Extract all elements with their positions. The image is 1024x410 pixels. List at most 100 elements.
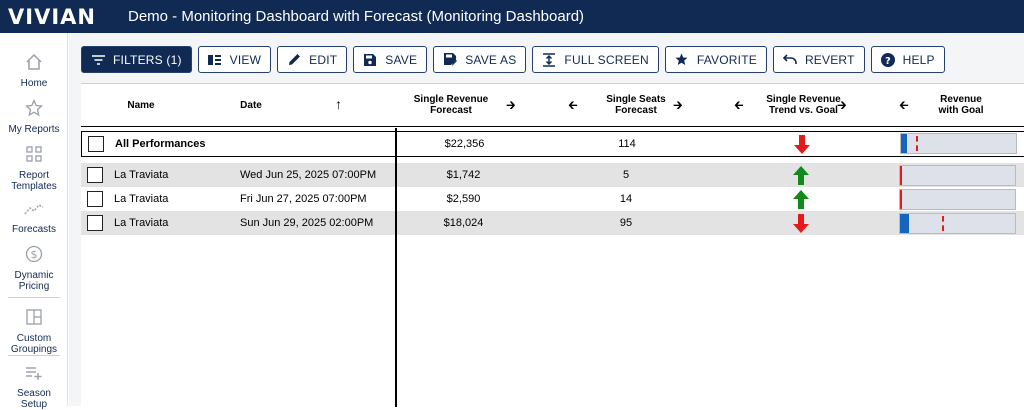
header-divider xyxy=(81,126,1024,127)
trend-indicator xyxy=(772,132,832,156)
table-row[interactable]: La Traviata Wed Jun 25, 2025 07:00PM $1,… xyxy=(81,163,1024,187)
sidebar-item-label: Pricing xyxy=(18,281,50,292)
sidebar-item-season-setup[interactable]: Season Setup xyxy=(0,365,68,410)
move-left-arrow-icon[interactable]: 🡰 xyxy=(899,98,909,112)
cell-seats: 95 xyxy=(619,217,633,229)
list-add-icon xyxy=(0,365,68,386)
cell-revenue: $18,024 xyxy=(443,217,484,229)
trend-up-arrow-icon xyxy=(793,189,809,209)
table-row[interactable]: La Traviata Sun Jun 29, 2025 02:00PM $18… xyxy=(81,211,1024,235)
view-label: VIEW xyxy=(229,52,262,67)
cell-name: All Performances xyxy=(115,138,206,150)
revenue-bar-fill xyxy=(900,166,903,185)
sidebar-item-label: Season xyxy=(17,388,51,399)
revenue-goal-bar xyxy=(900,133,1017,154)
cell-revenue: $2,590 xyxy=(446,193,481,205)
frozen-column-divider[interactable] xyxy=(395,128,397,407)
help-button[interactable]: ? HELP xyxy=(870,46,945,73)
revenue-goal-bar xyxy=(899,189,1016,210)
main-content: FILTERS (1) VIEW EDIT SAVE SAVE AS xyxy=(69,33,1024,407)
move-left-arrow-icon[interactable]: 🡰 xyxy=(568,98,578,112)
star-icon xyxy=(675,53,689,67)
column-header-name[interactable]: Name xyxy=(127,99,155,111)
revert-button[interactable]: REVERT xyxy=(772,46,865,73)
expand-vertical-icon xyxy=(542,52,556,67)
sidebar-item-label: Custom xyxy=(16,333,52,344)
table-row[interactable]: La Traviata Fri Jun 27, 2025 07:00PM $2,… xyxy=(81,187,1024,211)
revenue-bar-fill xyxy=(900,214,910,233)
edit-label: EDIT xyxy=(309,52,338,67)
row-checkbox[interactable] xyxy=(87,215,103,231)
app-logo[interactable]: VIVIAN xyxy=(8,4,96,29)
column-header-date[interactable]: Date xyxy=(240,99,262,111)
layout-icon xyxy=(0,308,68,331)
column-header-single-revenue-forecast[interactable]: Single Revenue Forecast xyxy=(413,94,489,116)
sidebar-item-label: Templates xyxy=(11,181,57,192)
move-left-arrow-icon[interactable]: 🡰 xyxy=(734,98,744,112)
row-checkbox[interactable] xyxy=(87,167,103,183)
dollar-icon: $ xyxy=(0,245,68,268)
cell-date: Sun Jun 29, 2025 02:00PM xyxy=(240,217,374,229)
cell-revenue: $22,356 xyxy=(444,138,485,150)
trend-indicator xyxy=(771,211,831,235)
column-header-revenue-trend[interactable]: Single Revenue Trend vs. Goal xyxy=(766,94,841,116)
row-checkbox[interactable] xyxy=(88,136,104,152)
sidebar: Home My Reports Report Templates Forecas… xyxy=(0,33,68,410)
revenue-goal-bar xyxy=(899,165,1016,186)
full-screen-button[interactable]: FULL SCREEN xyxy=(532,46,659,73)
view-button[interactable]: VIEW xyxy=(197,46,272,73)
cell-name: La Traviata xyxy=(114,193,169,205)
svg-text:?: ? xyxy=(885,56,891,67)
view-icon xyxy=(208,53,222,67)
goal-marker xyxy=(941,216,945,231)
help-label: HELP xyxy=(902,52,935,67)
sidebar-item-custom-groupings[interactable]: Custom Groupings xyxy=(0,308,68,355)
edit-button[interactable]: EDIT xyxy=(277,46,348,73)
move-right-arrow-icon[interactable]: 🡲 xyxy=(673,98,683,112)
star-icon xyxy=(0,98,68,122)
svg-text:$: $ xyxy=(31,248,38,261)
trend-down-arrow-icon xyxy=(794,134,810,154)
sidebar-item-home[interactable]: Home xyxy=(0,53,68,89)
favorite-button[interactable]: FAVORITE xyxy=(664,46,767,73)
trend-indicator xyxy=(771,163,831,187)
save-as-button[interactable]: SAVE AS xyxy=(433,46,527,73)
save-as-icon xyxy=(443,53,457,67)
filter-icon xyxy=(91,53,105,67)
cell-name: La Traviata xyxy=(114,217,169,229)
sidebar-item-report-templates[interactable]: Report Templates xyxy=(0,145,68,192)
cell-date: Fri Jun 27, 2025 07:00PM xyxy=(240,193,367,205)
full-screen-label: FULL SCREEN xyxy=(564,52,649,67)
toolbar: FILTERS (1) VIEW EDIT SAVE SAVE AS xyxy=(81,46,951,74)
favorite-label: FAVORITE xyxy=(696,52,757,67)
table-row-total[interactable]: All Performances $22,356 114 xyxy=(81,131,1024,157)
home-icon xyxy=(0,53,68,76)
sidebar-item-label: My Reports xyxy=(8,124,60,135)
undo-icon xyxy=(782,53,797,67)
save-button[interactable]: SAVE xyxy=(353,46,428,73)
trend-icon xyxy=(0,201,68,222)
sidebar-item-forecasts[interactable]: Forecasts xyxy=(0,201,68,235)
revenue-bar-fill xyxy=(900,190,903,209)
sidebar-item-label: Forecasts xyxy=(12,224,56,235)
page-title: Demo - Monitoring Dashboard with Forecas… xyxy=(128,8,585,25)
trend-up-arrow-icon xyxy=(793,165,809,185)
filters-button[interactable]: FILTERS (1) xyxy=(81,46,192,73)
move-right-arrow-icon[interactable]: 🡲 xyxy=(506,98,516,112)
sidebar-item-dynamic-pricing[interactable]: $ Dynamic Pricing xyxy=(0,245,68,292)
column-header-single-seats-forecast[interactable]: Single Seats Forecast xyxy=(606,94,666,116)
floppy-icon xyxy=(363,53,377,67)
sort-ascending-icon[interactable]: ↑ xyxy=(335,96,342,112)
cell-date: Wed Jun 25, 2025 07:00PM xyxy=(240,169,377,181)
filters-label: FILTERS (1) xyxy=(113,52,182,67)
revert-label: REVERT xyxy=(804,52,855,67)
move-right-arrow-icon[interactable]: 🡲 xyxy=(837,98,847,112)
sidebar-item-label: Home xyxy=(20,78,48,89)
top-bar: VIVIAN Demo - Monitoring Dashboard with … xyxy=(0,0,1024,33)
row-checkbox[interactable] xyxy=(87,191,103,207)
grid-icon xyxy=(0,145,68,168)
save-as-label: SAVE AS xyxy=(465,52,517,67)
sidebar-item-my-reports[interactable]: My Reports xyxy=(0,98,68,135)
column-header-revenue-with-goal[interactable]: Revenue with Goal xyxy=(938,94,984,116)
sidebar-divider xyxy=(8,297,60,298)
